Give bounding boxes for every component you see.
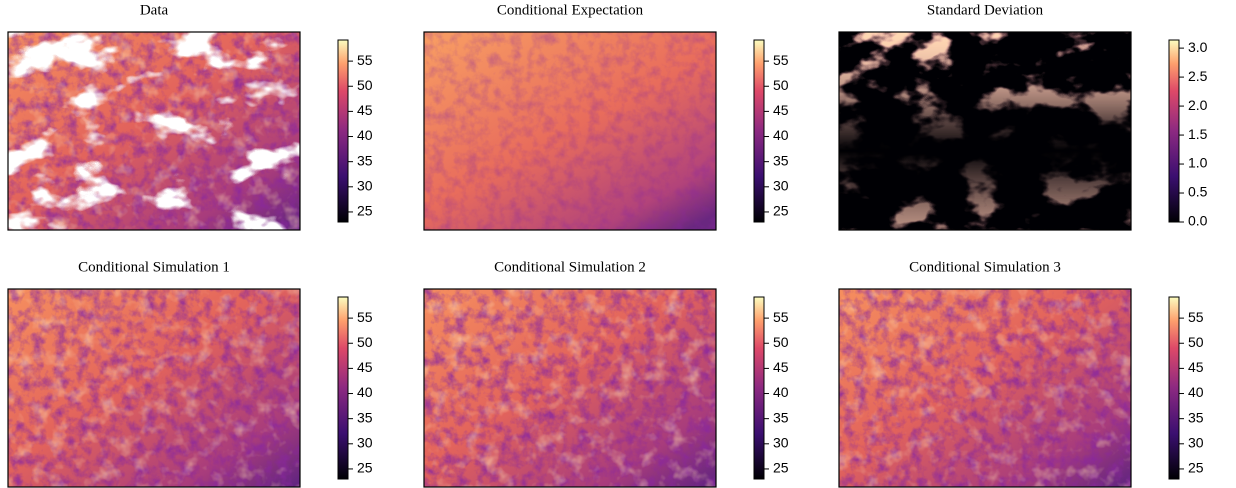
colorbar-tick-label: 2.0 <box>1188 97 1208 113</box>
panel-frame <box>838 288 1132 488</box>
raster <box>8 32 300 230</box>
colorbar-tick-label: 40 <box>1188 384 1204 400</box>
raster-layer <box>8 289 300 487</box>
colorbar-tick-label: 55 <box>1188 309 1204 325</box>
raster <box>839 289 1131 487</box>
colorbar-tick-label: 40 <box>773 127 789 143</box>
raster-layer <box>839 289 1131 487</box>
colorbar-tick-label: 35 <box>357 152 373 168</box>
colorbar-tick-label: 40 <box>357 384 373 400</box>
colorbar-tick-label: 55 <box>773 309 789 325</box>
panel-frame <box>7 288 301 488</box>
panel-title: Conditional Simulation 2 <box>494 259 646 275</box>
colorbar-tick-label: 1.5 <box>1188 126 1208 142</box>
colorbar-tick-label: 30 <box>357 435 373 451</box>
raster <box>839 32 1131 230</box>
colorbar-tick-label: 45 <box>773 359 789 375</box>
raster <box>8 289 300 487</box>
colorbar-tick-label: 50 <box>357 77 373 93</box>
colorbar <box>1168 296 1180 480</box>
panel-title: Conditional Simulation 1 <box>78 259 230 275</box>
raster-layer <box>424 32 716 230</box>
panel-title: Conditional Expectation <box>497 2 644 18</box>
colorbar-tick-label: 45 <box>1188 359 1204 375</box>
raster <box>424 32 716 230</box>
colorbar-tick-label: 25 <box>357 460 373 476</box>
colorbar-tick-label: 45 <box>773 102 789 118</box>
colorbar <box>753 296 765 480</box>
raster <box>424 289 716 487</box>
colorbar-tick-label: 50 <box>1188 334 1204 350</box>
colorbar <box>753 39 765 223</box>
colorbar-tick-label: 0.0 <box>1188 213 1208 229</box>
raster-layer <box>424 289 716 487</box>
panel-frame <box>423 288 717 488</box>
colorbar-tick-label: 35 <box>1188 409 1204 425</box>
panel-frame <box>423 31 717 231</box>
colorbar-tick-label: 35 <box>773 409 789 425</box>
colorbar <box>1168 39 1180 223</box>
colorbar-tick-label: 30 <box>773 435 789 451</box>
colorbar <box>337 296 349 480</box>
colorbar-tick-label: 3.0 <box>1188 39 1208 55</box>
colorbar-tick-label: 45 <box>357 102 373 118</box>
colorbar-tick-label: 30 <box>1188 435 1204 451</box>
panel-title: Standard Deviation <box>927 2 1044 18</box>
colorbar-tick-label: 35 <box>357 409 373 425</box>
colorbar-tick-label: 2.5 <box>1188 68 1208 84</box>
colorbar-tick-label: 55 <box>773 52 789 68</box>
colorbar-tick-label: 55 <box>357 309 373 325</box>
raster-layer <box>8 32 300 230</box>
colorbar-tick-label: 30 <box>357 178 373 194</box>
colorbar-tick-label: 55 <box>357 52 373 68</box>
colorbar-tick-label: 1.0 <box>1188 155 1208 171</box>
colorbar-tick-label: 30 <box>773 178 789 194</box>
colorbar-tick-label: 45 <box>357 359 373 375</box>
colorbar-tick-label: 50 <box>357 334 373 350</box>
colorbar-tick-label: 25 <box>773 203 789 219</box>
panel-frame <box>7 31 301 231</box>
panel-title: Data <box>140 2 169 18</box>
panel-frame <box>838 31 1132 231</box>
colorbar <box>337 39 349 223</box>
colorbar-tick-label: 40 <box>357 127 373 143</box>
colorbar-tick-label: 50 <box>773 77 789 93</box>
colorbar-tick-label: 25 <box>773 460 789 476</box>
panel-title: Conditional Simulation 3 <box>909 259 1061 275</box>
colorbar-tick-label: 25 <box>1188 460 1204 476</box>
colorbar-tick-label: 25 <box>357 203 373 219</box>
colorbar-tick-label: 50 <box>773 334 789 350</box>
colorbar-tick-label: 35 <box>773 152 789 168</box>
raster-layer <box>839 32 1131 230</box>
colorbar-tick-label: 0.5 <box>1188 184 1208 200</box>
colorbar-tick-label: 40 <box>773 384 789 400</box>
